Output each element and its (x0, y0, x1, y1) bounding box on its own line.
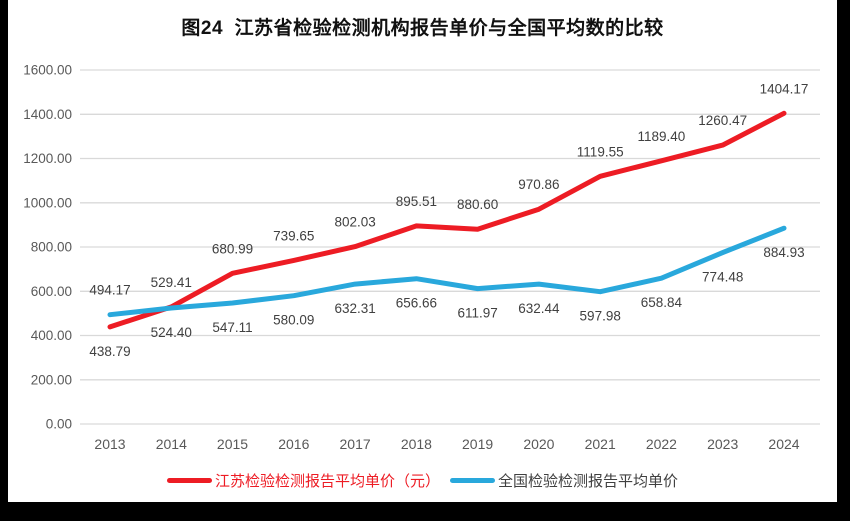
national-series-swatch (450, 478, 495, 483)
legend-item-national: 全国检验检测报告平均单价 (450, 470, 678, 491)
x-axis-tick-label: 2021 (585, 436, 616, 452)
legend-item-jiangsu: 江苏检验检测报告平均单价（元） (166, 470, 440, 491)
y-axis-tick-label: 1000.00 (23, 195, 72, 210)
jiangsu-series-data-label: 802.03 (334, 215, 375, 230)
national-series-data-label: 632.31 (334, 301, 375, 316)
jiangsu-series-data-label: 895.51 (396, 194, 437, 209)
jiangsu-series-data-label: 529.41 (151, 275, 192, 290)
jiangsu-series-swatch (166, 478, 212, 483)
x-axis-tick-label: 2019 (462, 436, 493, 452)
legend-label-jiangsu: 江苏检验检测报告平均单价（元） (214, 473, 440, 490)
jiangsu-series-data-label: 1404.17 (760, 81, 809, 96)
chart-canvas: 图24 江苏省检验检测机构报告单价与全国平均数的比较 0.00 200.00 400… (8, 0, 837, 502)
chart-title: 图24 江苏省检验检测机构报告单价与全国平均数的比较 (181, 18, 664, 39)
jiangsu-series-line (107, 110, 787, 330)
y-axis-tick-label: 600.00 (31, 284, 72, 299)
jiangsu-series-data-label: 1260.47 (698, 113, 747, 128)
national-series-data-label: 884.93 (763, 245, 804, 260)
x-axis-tick-label: 2018 (401, 436, 432, 452)
national-series-data-label: 632.44 (518, 301, 560, 316)
national-series-data-label: 658.84 (641, 295, 683, 310)
x-axis-tick-label: 2017 (340, 436, 371, 452)
legend-label-national: 全国检验检测报告平均单价 (498, 473, 679, 490)
y-axis-tick-label: 800.00 (31, 240, 72, 255)
x-axis-tick-label: 2013 (94, 436, 125, 452)
jiangsu-series-data-label: 438.79 (89, 344, 130, 359)
y-axis-tick-label: 0.00 (46, 417, 72, 432)
jiangsu-series-data-label: 880.60 (457, 197, 498, 212)
y-axis-tick-label: 200.00 (31, 372, 72, 387)
y-axis-tick-label: 1400.00 (23, 107, 72, 122)
jiangsu-series-data-label: 970.86 (518, 177, 559, 192)
jiangsu-series-data-label: 739.65 (273, 228, 314, 243)
national-series-data-label: 611.97 (457, 306, 497, 321)
national-series-data-label: 597.98 (580, 309, 621, 324)
x-axis-tick-label: 2014 (156, 436, 187, 452)
y-axis-tick-label: 400.00 (31, 328, 72, 343)
national-series-data-label: 547.11 (212, 320, 252, 335)
x-axis-tick-label: 2022 (646, 436, 677, 452)
legend: 江苏检验检测报告平均单价（元） 全国检验检测报告平均单价 (8, 470, 837, 491)
jiangsu-series-data-label: 1119.55 (577, 144, 624, 159)
x-axis-tick-label: 2024 (768, 436, 799, 452)
x-axis-tick-label: 2023 (707, 436, 738, 452)
x-axis-tick-label: 2015 (217, 436, 248, 452)
x-axis-tick-label: 2016 (278, 436, 309, 452)
x-axis-tick-label: 2020 (523, 436, 554, 452)
y-axis-tick-label: 1600.00 (23, 63, 72, 78)
national-series-data-label: 774.48 (702, 270, 743, 285)
national-series-data-label: 494.17 (89, 283, 130, 298)
national-series-data-label: 524.40 (151, 325, 192, 340)
y-axis-tick-label: 1200.00 (23, 151, 72, 166)
national-series-line (107, 225, 787, 318)
national-series-data-label: 580.09 (273, 313, 314, 328)
national-series-data-label: 656.66 (396, 296, 437, 311)
jiangsu-series-data-label: 1189.40 (637, 129, 685, 144)
jiangsu-series-data-label: 680.99 (212, 241, 253, 256)
